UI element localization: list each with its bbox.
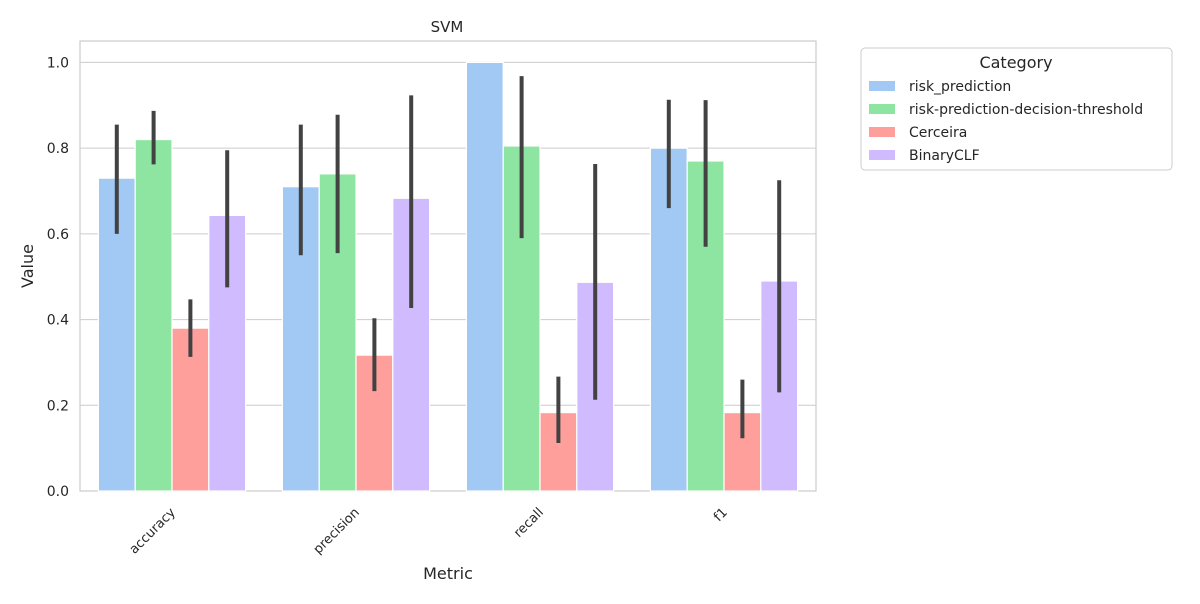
legend-label: BinaryCLF: [909, 148, 980, 164]
legend-title: Category: [979, 53, 1052, 72]
legend-swatch: [869, 81, 895, 91]
x-axis-label: Metric: [423, 564, 473, 583]
legend-items: risk_prediction risk-prediction-decision-…: [869, 79, 1143, 164]
bars: [97, 61, 799, 492]
x-tick-labels: accuracy precision recall f1: [127, 505, 731, 557]
y-tick-labels: 0.0 0.2 0.4 0.6 0.8 1.0: [47, 55, 69, 500]
y-axis-label: Value: [18, 244, 37, 288]
legend-label: Cerceira: [909, 125, 967, 141]
x-tick-label: precision: [311, 505, 363, 557]
bar: [97, 177, 136, 492]
legend-frame: [860, 47, 1173, 171]
y-tick-label: 0.8: [47, 141, 69, 157]
x-tick-label: accuracy: [127, 505, 179, 557]
y-tick-label: 0.2: [47, 398, 69, 414]
y-tick-label: 0.4: [47, 313, 69, 329]
legend: Category risk_prediction risk-prediction-…: [860, 47, 1173, 171]
legend-swatch: [869, 127, 895, 137]
legend-label: risk_prediction: [909, 79, 1011, 95]
chart-title: SVM: [431, 18, 464, 36]
y-tick-label: 0.0: [47, 484, 69, 500]
x-tick-label: f1: [711, 505, 731, 525]
legend-swatch: [869, 104, 895, 114]
bar: [465, 61, 504, 492]
y-tick-label: 0.6: [47, 227, 69, 243]
legend-label: risk-prediction-decision-threshold: [909, 102, 1143, 118]
x-tick-label: recall: [511, 505, 547, 541]
y-tick-label: 1.0: [47, 55, 69, 71]
error-bars: [114, 76, 782, 443]
bar: [134, 138, 173, 492]
legend-swatch: [869, 150, 895, 160]
